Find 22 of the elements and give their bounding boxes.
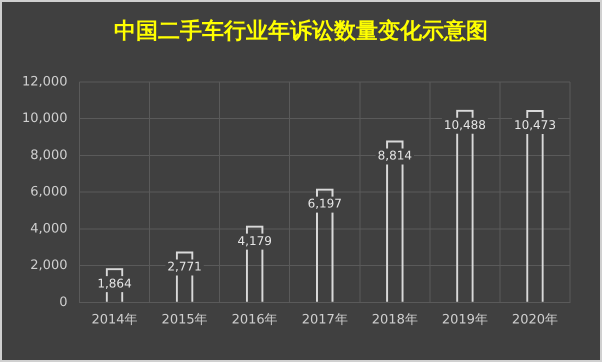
x-tick-label: 2016年 — [232, 312, 278, 328]
y-tick-label: 6,000 — [30, 184, 68, 200]
y-tick-label: 10,000 — [22, 111, 68, 126]
x-tick-label: 2020年 — [512, 312, 558, 328]
x-tick-label: 2017年 — [302, 312, 348, 328]
x-tick-label: 2015年 — [162, 312, 208, 328]
data-label: 10,488 — [444, 118, 486, 132]
y-tick-label: 12,000 — [22, 74, 68, 90]
data-label: 10,473 — [514, 118, 556, 132]
y-tick-label: 8,000 — [30, 148, 68, 163]
y-tick-label: 4,000 — [30, 221, 68, 236]
data-label: 8,814 — [378, 148, 412, 163]
chart-title: 中国二手车行业年诉讼数量变化示意图 — [113, 18, 489, 46]
y-tick-label: 2,000 — [30, 258, 68, 274]
x-tick-label: 2019年 — [442, 312, 488, 328]
data-label: 4,179 — [237, 234, 272, 248]
x-tick-label: 2018年 — [372, 312, 418, 328]
data-label: 6,197 — [308, 196, 342, 211]
data-label: 2,771 — [167, 260, 202, 274]
data-label: 1,864 — [97, 276, 132, 290]
y-tick-label: 0 — [59, 294, 68, 310]
x-tick-label: 2014年 — [91, 312, 138, 328]
